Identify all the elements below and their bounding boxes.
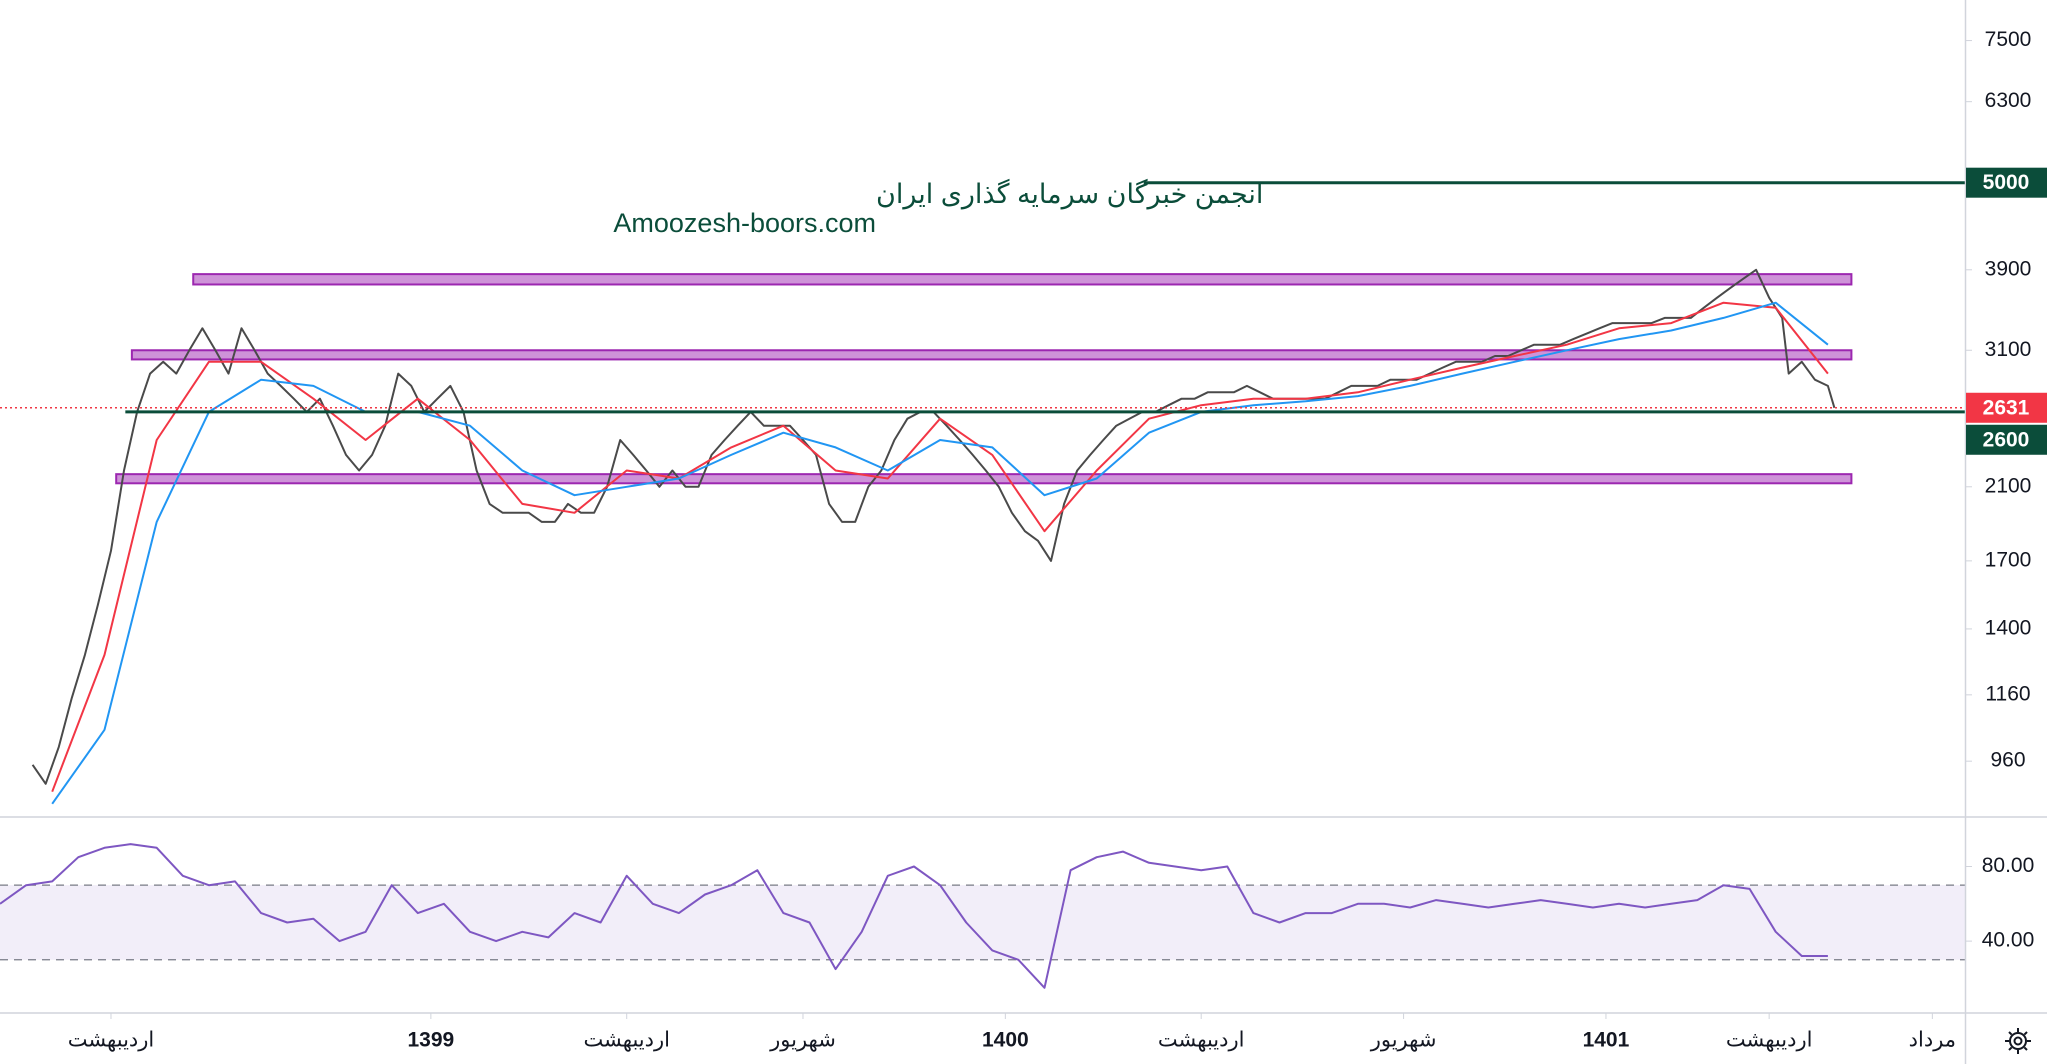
watermark-site: Amoozesh-boors.com (613, 208, 876, 238)
y-tick-label: 40.00 (1982, 929, 2035, 952)
y-tick-label: 3100 (1985, 338, 2032, 361)
rsi-band (0, 885, 1965, 960)
watermark-title: انجمن خبرگان سرمایه گذاری ایران (876, 178, 1263, 210)
level-label: 5000 (1983, 171, 2030, 194)
x-tick-label: 1401 (1583, 1029, 1630, 1052)
y-tick-label: 80.00 (1982, 854, 2035, 877)
settings-icon[interactable] (2005, 1028, 2031, 1054)
zone (192, 273, 1853, 286)
level-label-box (1966, 167, 2047, 198)
x-tick-label: شهریور (769, 1029, 836, 1052)
y-tick-label: 1160 (1985, 682, 2030, 705)
y-tick-label: 1400 (1985, 616, 2032, 639)
series-line (51, 301, 1829, 805)
x-tick-label: 1399 (408, 1029, 455, 1052)
y-tick-label: 2100 (1985, 474, 2032, 497)
y-tick-label: 960 (1990, 749, 2025, 772)
level-label: 2631 (1983, 396, 2030, 419)
x-tick-label: اردیبهشت (1726, 1029, 1813, 1052)
x-tick-label: مرداد (1909, 1029, 1956, 1052)
level-label-box (1966, 424, 2047, 455)
x-tick-label: شهریور (1370, 1029, 1437, 1052)
level-label-box (1966, 392, 2047, 423)
x-tick-label: 1400 (982, 1029, 1029, 1052)
y-tick-label: 1700 (1985, 548, 2032, 571)
y-tick-label: 6300 (1985, 89, 2032, 112)
series-line (51, 301, 1829, 793)
level-label: 2600 (1983, 428, 2030, 451)
plot-layer (0, 181, 1965, 989)
zone (130, 349, 1853, 361)
y-tick-label: 3900 (1985, 257, 2032, 280)
y-tick-label: 7500 (1985, 28, 2032, 51)
x-tick-label: اردیبهشت (1158, 1029, 1245, 1052)
x-tick-label: اردیبهشت (68, 1029, 155, 1052)
zone (115, 473, 1853, 485)
x-tick-label: اردیبهشت (583, 1029, 670, 1052)
series-line (0, 843, 1828, 989)
